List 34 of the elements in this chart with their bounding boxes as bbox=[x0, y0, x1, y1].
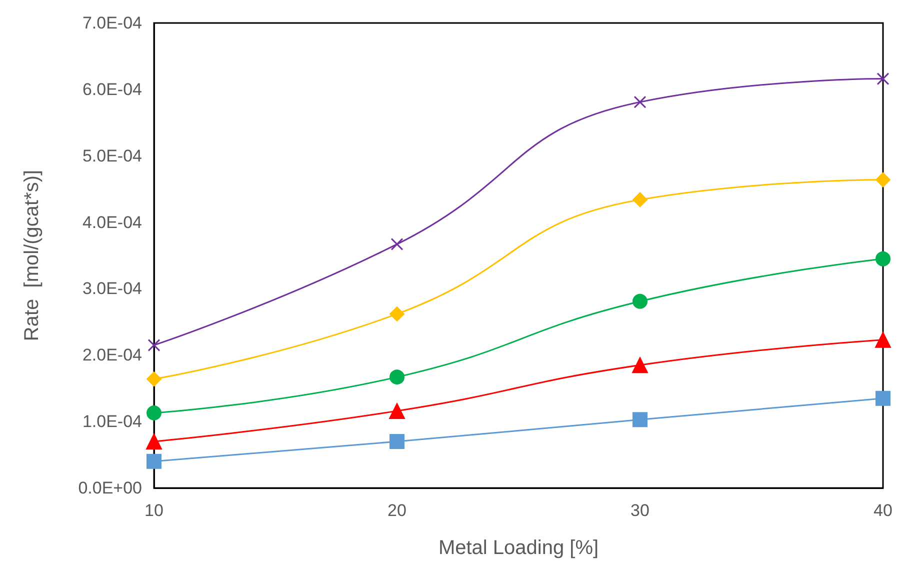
x-tick-label: 10 bbox=[144, 501, 164, 520]
point bbox=[148, 338, 160, 352]
point bbox=[146, 454, 162, 469]
y-tick-label: 0.0E+00 bbox=[78, 478, 142, 498]
y-tick-label: 1.0E-04 bbox=[82, 412, 142, 432]
point bbox=[632, 294, 648, 309]
point bbox=[632, 192, 648, 208]
point bbox=[634, 96, 646, 108]
y-axis-title: Rate [mol/(gcat*s)] bbox=[21, 170, 43, 342]
x-axis-title: Metal Loading [%] bbox=[438, 537, 599, 559]
x-tick-label: 30 bbox=[630, 501, 650, 520]
y-tick-label: 3.0E-04 bbox=[82, 279, 142, 298]
point bbox=[146, 372, 162, 387]
point bbox=[632, 412, 648, 428]
point bbox=[390, 434, 404, 449]
point bbox=[876, 172, 890, 188]
point bbox=[876, 251, 890, 266]
point bbox=[876, 72, 890, 86]
y-tick-label: 7.0E-04 bbox=[82, 14, 142, 32]
y-tick-label: 4.0E-04 bbox=[82, 212, 142, 232]
x-tick-label: 20 bbox=[388, 501, 406, 520]
x-tick-label: 40 bbox=[874, 501, 892, 520]
point bbox=[875, 332, 891, 348]
point bbox=[389, 402, 405, 419]
point bbox=[146, 405, 162, 420]
point bbox=[390, 238, 404, 250]
y-tick-label: 6.0E-04 bbox=[82, 80, 142, 99]
point bbox=[876, 390, 890, 406]
point bbox=[390, 306, 404, 322]
point bbox=[390, 370, 404, 385]
y-tick-label: 5.0E-04 bbox=[82, 146, 142, 166]
point bbox=[632, 357, 648, 374]
point bbox=[146, 434, 162, 450]
y-tick-label: 2.0E-04 bbox=[82, 346, 142, 365]
